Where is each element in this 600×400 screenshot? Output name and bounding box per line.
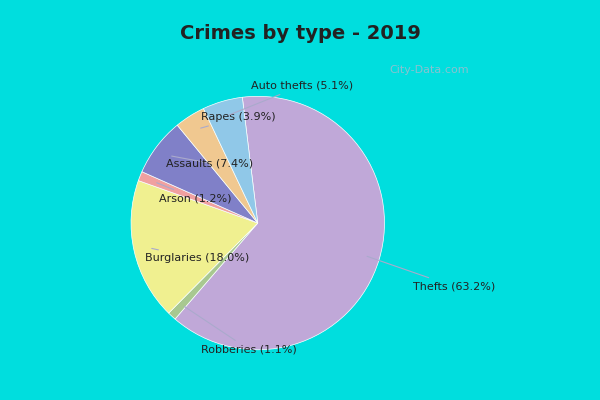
Text: Arson (1.2%): Arson (1.2%): [157, 183, 232, 203]
Wedge shape: [203, 97, 258, 223]
Text: Auto thefts (5.1%): Auto thefts (5.1%): [229, 81, 353, 115]
Text: Rapes (3.9%): Rapes (3.9%): [200, 112, 276, 128]
Text: Robberies (1.1%): Robberies (1.1%): [184, 306, 297, 355]
Wedge shape: [131, 180, 258, 313]
Wedge shape: [139, 172, 258, 223]
Text: Burglaries (18.0%): Burglaries (18.0%): [145, 248, 250, 263]
Text: Thefts (63.2%): Thefts (63.2%): [367, 256, 495, 291]
Wedge shape: [142, 125, 258, 223]
Wedge shape: [169, 223, 258, 319]
Text: Assaults (7.4%): Assaults (7.4%): [166, 156, 253, 168]
Text: City-Data.com: City-Data.com: [389, 65, 469, 75]
Text: Crimes by type - 2019: Crimes by type - 2019: [179, 24, 421, 43]
Wedge shape: [175, 96, 385, 350]
Wedge shape: [177, 108, 258, 223]
